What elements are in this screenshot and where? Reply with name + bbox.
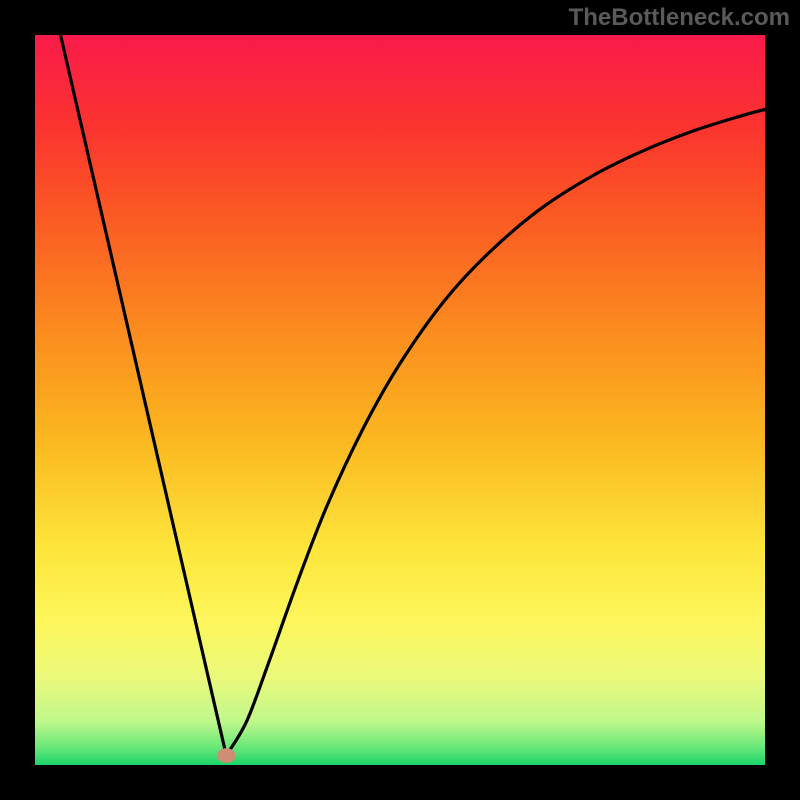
chart-svg [35,35,765,765]
watermark-text: TheBottleneck.com [569,4,790,32]
plot-area [35,35,765,765]
minimum-marker [217,748,236,763]
